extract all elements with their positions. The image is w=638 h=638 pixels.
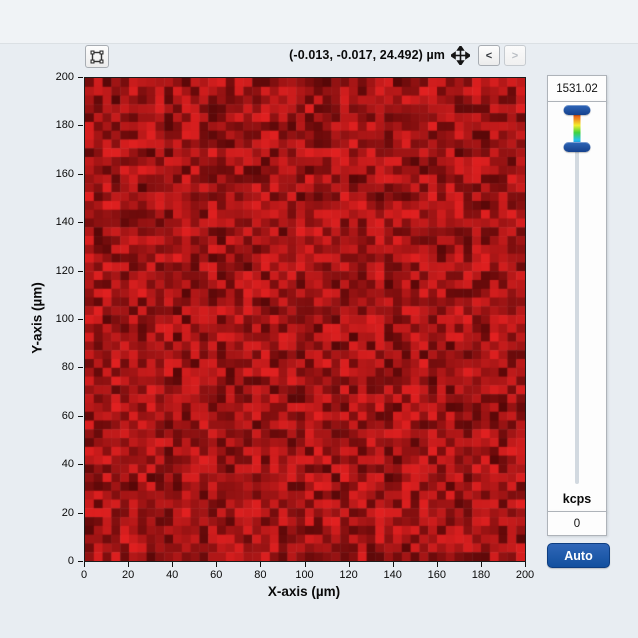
scale-min-value-field[interactable]: 0 bbox=[547, 511, 607, 536]
x-tick-label: 120 bbox=[339, 569, 358, 581]
cursor-coordinates-readout: (-0.013, -0.017, 24.492) µm bbox=[289, 48, 445, 62]
next-button-disabled[interactable]: > bbox=[504, 45, 526, 66]
selection-frame-icon bbox=[90, 50, 104, 63]
y-tick-label: 40 bbox=[61, 458, 74, 471]
auto-scale-button[interactable]: Auto bbox=[547, 543, 610, 568]
slider-upper-handle[interactable] bbox=[563, 105, 591, 115]
y-tick-mark bbox=[78, 270, 83, 272]
y-tick-label: 100 bbox=[55, 313, 74, 325]
x-tick-mark bbox=[304, 562, 306, 567]
x-tick-mark bbox=[436, 562, 438, 567]
x-tick-label: 60 bbox=[210, 569, 223, 581]
y-axis-title: Y-axis (µm) bbox=[29, 282, 45, 354]
color-scale-slider: kcps bbox=[547, 101, 607, 512]
y-tick-label: 60 bbox=[61, 409, 74, 422]
y-tick-label: 200 bbox=[55, 71, 74, 83]
y-tick-label: 180 bbox=[55, 119, 74, 132]
y-tick-mark bbox=[78, 222, 83, 224]
y-tick-mark bbox=[78, 173, 83, 175]
y-tick-label: 140 bbox=[55, 216, 74, 229]
x-tick-label: 20 bbox=[121, 569, 135, 581]
x-tick-label: 0 bbox=[80, 569, 88, 581]
slider-track[interactable] bbox=[575, 112, 579, 484]
y-tick-mark bbox=[78, 561, 83, 562]
x-tick-label: 100 bbox=[295, 569, 314, 581]
y-tick-mark bbox=[78, 415, 83, 417]
slider-lower-handle[interactable] bbox=[563, 142, 591, 152]
y-tick-label: 160 bbox=[55, 167, 74, 180]
x-tick-label: 140 bbox=[383, 569, 402, 581]
x-tick-mark bbox=[392, 562, 394, 567]
x-tick-mark bbox=[216, 562, 218, 567]
x-tick-mark bbox=[480, 562, 482, 567]
x-tick-mark bbox=[260, 562, 262, 567]
x-tick-label: 180 bbox=[471, 569, 491, 581]
top-band bbox=[0, 0, 638, 44]
x-tick-label: 40 bbox=[166, 569, 179, 581]
y-tick-label: 80 bbox=[61, 361, 74, 374]
y-tick-mark bbox=[78, 319, 83, 320]
y-tick-label: 120 bbox=[55, 264, 74, 277]
heatmap-canvas[interactable] bbox=[85, 78, 525, 561]
move-crosshair-icon[interactable] bbox=[451, 46, 470, 65]
y-tick-mark bbox=[78, 367, 83, 369]
y-tick-mark bbox=[78, 464, 83, 466]
y-tick-mark bbox=[78, 77, 83, 78]
x-tick-mark bbox=[525, 562, 526, 567]
scale-max-value-field[interactable]: 1531.02 bbox=[547, 75, 607, 102]
y-tick-label: 0 bbox=[67, 555, 74, 567]
y-tick-mark bbox=[78, 125, 83, 127]
x-tick-mark bbox=[128, 562, 130, 567]
y-tick-mark bbox=[78, 512, 83, 514]
y-tick-label: 20 bbox=[61, 506, 74, 519]
units-label: kcps bbox=[562, 492, 592, 506]
x-tick-label: 80 bbox=[254, 569, 267, 581]
colormap-gradient-bar bbox=[573, 111, 581, 147]
x-axis-title: X-axis (µm) bbox=[267, 584, 341, 599]
scan-region-button[interactable] bbox=[85, 45, 109, 68]
x-tick-mark bbox=[84, 562, 85, 567]
x-tick-mark bbox=[172, 562, 174, 567]
x-axis: 0 20 40 60 80 100 120 140 160 180 200 bbox=[80, 561, 534, 601]
x-tick-label: 200 bbox=[515, 569, 535, 581]
x-tick-mark bbox=[348, 562, 350, 567]
previous-button[interactable]: < bbox=[478, 45, 500, 66]
scan-image-frame bbox=[84, 77, 526, 562]
x-tick-label: 160 bbox=[427, 569, 446, 581]
y-axis: 0 20 40 60 80 100 120 140 160 180 200 bbox=[0, 71, 84, 567]
